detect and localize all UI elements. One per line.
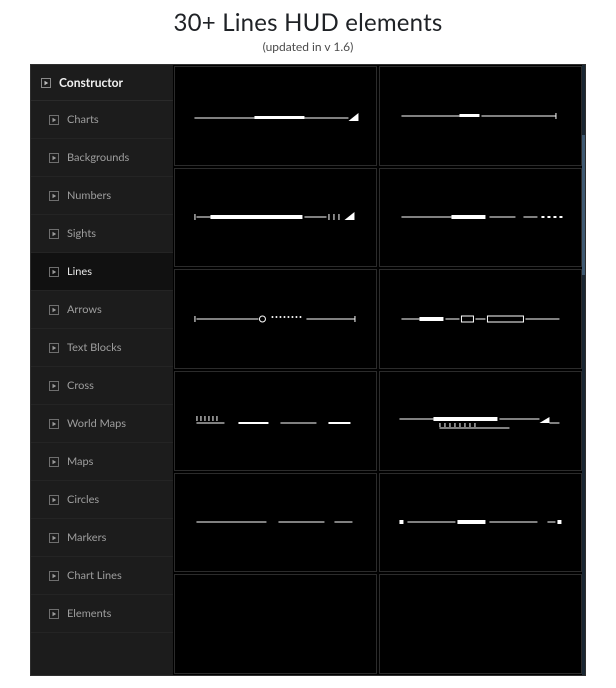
- page-heading: 30+ Lines HUD elements (updated in v 1.6…: [0, 0, 616, 64]
- thumbnail-cell[interactable]: [380, 67, 581, 165]
- thumbnail-grid: [173, 65, 585, 675]
- sidebar-item-elements[interactable]: Elements: [31, 595, 173, 633]
- sidebar-item-label: Markers: [67, 531, 106, 544]
- thumbnail-cell[interactable]: [380, 575, 581, 673]
- thumbnail-cell[interactable]: [380, 372, 581, 470]
- play-box-icon: [49, 229, 59, 239]
- sidebar: Constructor Charts Backgrounds Numbers Sigh…: [31, 65, 173, 675]
- sidebar-item-label: Chart Lines: [67, 569, 122, 582]
- sidebar-item-maps[interactable]: Maps: [31, 443, 173, 481]
- thumbnail-cell[interactable]: [380, 270, 581, 368]
- sidebar-item-label: Maps: [67, 455, 93, 468]
- sidebar-item-label: Text Blocks: [67, 341, 122, 354]
- sidebar-item-backgrounds[interactable]: Backgrounds: [31, 139, 173, 177]
- play-box-icon: [49, 533, 59, 543]
- play-box-icon: [49, 267, 59, 277]
- play-box-icon: [49, 191, 59, 201]
- sidebar-item-label: Lines: [67, 265, 92, 278]
- page-title: 30+ Lines HUD elements: [0, 8, 616, 37]
- play-box-icon: [49, 115, 59, 125]
- play-box-icon: [49, 305, 59, 315]
- thumbnail-cell[interactable]: [380, 169, 581, 267]
- sidebar-item-lines[interactable]: Lines: [31, 253, 173, 291]
- thumbnail-cell[interactable]: [175, 169, 376, 267]
- thumbnail-cell[interactable]: [175, 372, 376, 470]
- thumbnail-cell[interactable]: [380, 474, 581, 572]
- sidebar-item-label: World Maps: [67, 417, 126, 430]
- sidebar-header[interactable]: Constructor: [31, 65, 173, 101]
- thumbnail-cell[interactable]: [175, 67, 376, 165]
- sidebar-item-sights[interactable]: Sights: [31, 215, 173, 253]
- sidebar-item-numbers[interactable]: Numbers: [31, 177, 173, 215]
- asset-browser: Constructor Charts Backgrounds Numbers Sigh…: [30, 64, 586, 676]
- play-box-icon: [41, 78, 51, 88]
- play-box-icon: [49, 457, 59, 467]
- sidebar-item-chart-lines[interactable]: Chart Lines: [31, 557, 173, 595]
- sidebar-item-arrows[interactable]: Arrows: [31, 291, 173, 329]
- sidebar-item-text-blocks[interactable]: Text Blocks: [31, 329, 173, 367]
- play-box-icon: [49, 495, 59, 505]
- sidebar-item-label: Elements: [67, 607, 111, 620]
- sidebar-item-label: Numbers: [67, 189, 111, 202]
- sidebar-item-label: Cross: [67, 379, 94, 392]
- sidebar-item-markers[interactable]: Markers: [31, 519, 173, 557]
- thumbnail-cell[interactable]: [175, 270, 376, 368]
- play-box-icon: [49, 571, 59, 581]
- play-box-icon: [49, 609, 59, 619]
- page-subtitle: (updated in v 1.6): [0, 39, 616, 54]
- sidebar-item-world-maps[interactable]: World Maps: [31, 405, 173, 443]
- sidebar-header-label: Constructor: [59, 75, 123, 90]
- play-box-icon: [49, 343, 59, 353]
- sidebar-item-charts[interactable]: Charts: [31, 101, 173, 139]
- play-box-icon: [49, 153, 59, 163]
- play-box-icon: [49, 381, 59, 391]
- sidebar-item-cross[interactable]: Cross: [31, 367, 173, 405]
- thumbnail-cell[interactable]: [175, 474, 376, 572]
- sidebar-item-label: Backgrounds: [67, 151, 129, 164]
- sidebar-item-label: Sights: [67, 227, 96, 240]
- sidebar-item-label: Arrows: [67, 303, 102, 316]
- sidebar-item-circles[interactable]: Circles: [31, 481, 173, 519]
- sidebar-item-label: Charts: [67, 113, 99, 126]
- thumbnail-panel: [173, 65, 585, 675]
- thumbnail-cell[interactable]: [175, 575, 376, 673]
- sidebar-items: Charts Backgrounds Numbers Sights Lines Arrow…: [31, 101, 173, 675]
- play-box-icon: [49, 419, 59, 429]
- scrollbar-thumb[interactable]: [582, 135, 585, 275]
- sidebar-item-label: Circles: [67, 493, 99, 506]
